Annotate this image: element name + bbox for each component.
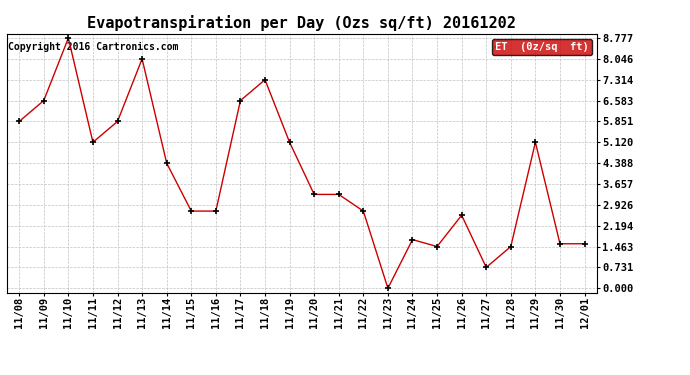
Title: Evapotranspiration per Day (Ozs sq/ft) 20161202: Evapotranspiration per Day (Ozs sq/ft) 2… <box>88 15 516 31</box>
Text: Copyright 2016 Cartronics.com: Copyright 2016 Cartronics.com <box>8 42 179 51</box>
Legend: ET  (0z/sq  ft): ET (0z/sq ft) <box>492 39 591 55</box>
